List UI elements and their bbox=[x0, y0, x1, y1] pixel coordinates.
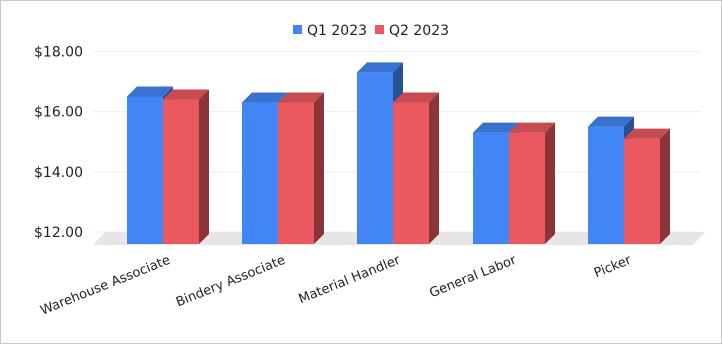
bar-front bbox=[393, 102, 429, 244]
bar-front bbox=[242, 102, 278, 244]
bar-top bbox=[473, 122, 519, 133]
bar-top bbox=[163, 89, 209, 100]
bar-top bbox=[509, 122, 555, 133]
bar-top bbox=[127, 86, 173, 97]
bar-top bbox=[624, 128, 670, 139]
bar-front bbox=[624, 138, 660, 244]
bar-top bbox=[357, 62, 403, 73]
bar-top bbox=[242, 92, 288, 103]
bar bbox=[393, 92, 439, 244]
bar-front bbox=[163, 99, 199, 245]
y-tick-label: $14.00 bbox=[34, 165, 83, 181]
x-tick-label: Bindery Associate bbox=[174, 253, 288, 311]
legend-label: Q1 2023 bbox=[307, 23, 367, 39]
y-tick-label: $16.00 bbox=[34, 105, 83, 121]
bar-top bbox=[393, 92, 439, 103]
y-tick-label: $18.00 bbox=[34, 44, 83, 60]
bar-front bbox=[127, 96, 163, 244]
bar-top bbox=[588, 116, 634, 127]
bar-side bbox=[545, 122, 555, 244]
bar-front bbox=[473, 132, 509, 244]
x-tick-label: General Labor bbox=[427, 253, 519, 302]
bar-top bbox=[278, 92, 324, 103]
bar bbox=[163, 89, 209, 245]
bar-side bbox=[199, 89, 209, 245]
bar bbox=[624, 128, 670, 244]
legend-item[interactable]: Q2 2023 bbox=[375, 23, 449, 39]
legend-swatch bbox=[293, 25, 302, 34]
y-tick-label: $12.00 bbox=[34, 225, 83, 241]
bar-front bbox=[278, 102, 314, 244]
legend-swatch bbox=[375, 25, 384, 34]
bar bbox=[278, 92, 324, 244]
bar bbox=[509, 122, 555, 244]
x-axis-labels: Warehouse Associate Bindery Associate Mate… bbox=[38, 253, 634, 319]
bar bbox=[242, 92, 288, 244]
bar bbox=[588, 116, 634, 244]
legend-label: Q2 2023 bbox=[389, 23, 449, 39]
y-axis-ticks: $12.00 $14.00 $16.00 $18.00 bbox=[34, 44, 83, 241]
bar-front bbox=[357, 72, 393, 245]
legend: Q1 2023 Q2 2023 bbox=[293, 23, 449, 39]
bar-side bbox=[429, 92, 439, 244]
x-tick-label: Material Handler bbox=[297, 253, 403, 308]
legend-item[interactable]: Q1 2023 bbox=[293, 23, 367, 39]
x-tick-label: Picker bbox=[592, 253, 634, 282]
bar-front bbox=[588, 126, 624, 244]
bar-side bbox=[314, 92, 324, 244]
x-tick-label: Warehouse Associate bbox=[38, 253, 172, 319]
bars bbox=[127, 62, 670, 245]
bar-side bbox=[660, 128, 670, 244]
bar-front bbox=[509, 132, 545, 244]
